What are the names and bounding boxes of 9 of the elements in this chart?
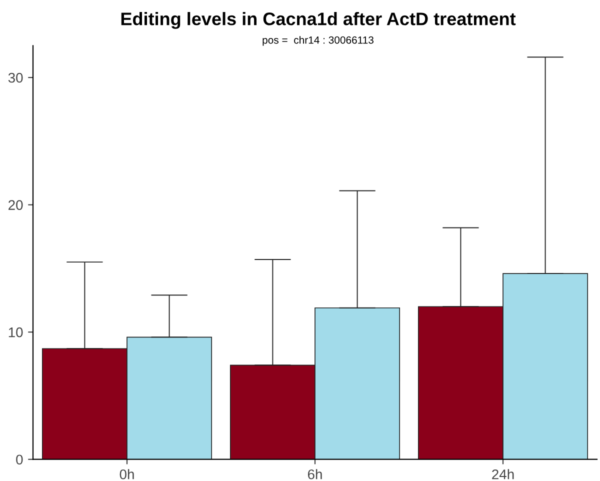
x-tick-label: 6h (308, 469, 322, 480)
y-tick-label: 0 (16, 454, 23, 465)
chart-title: Editing levels in Cacna1d after ActD treatment (121, 12, 516, 29)
x-tick-label: 0h (120, 469, 134, 480)
y-tick-label: 10 (8, 327, 23, 338)
chart-subtitle: pos = chr14 : 30066113 (262, 36, 374, 46)
y-tick-label: 30 (8, 72, 23, 83)
x-tick-label: 24h (492, 469, 514, 480)
y-tick-label: 20 (8, 200, 23, 210)
